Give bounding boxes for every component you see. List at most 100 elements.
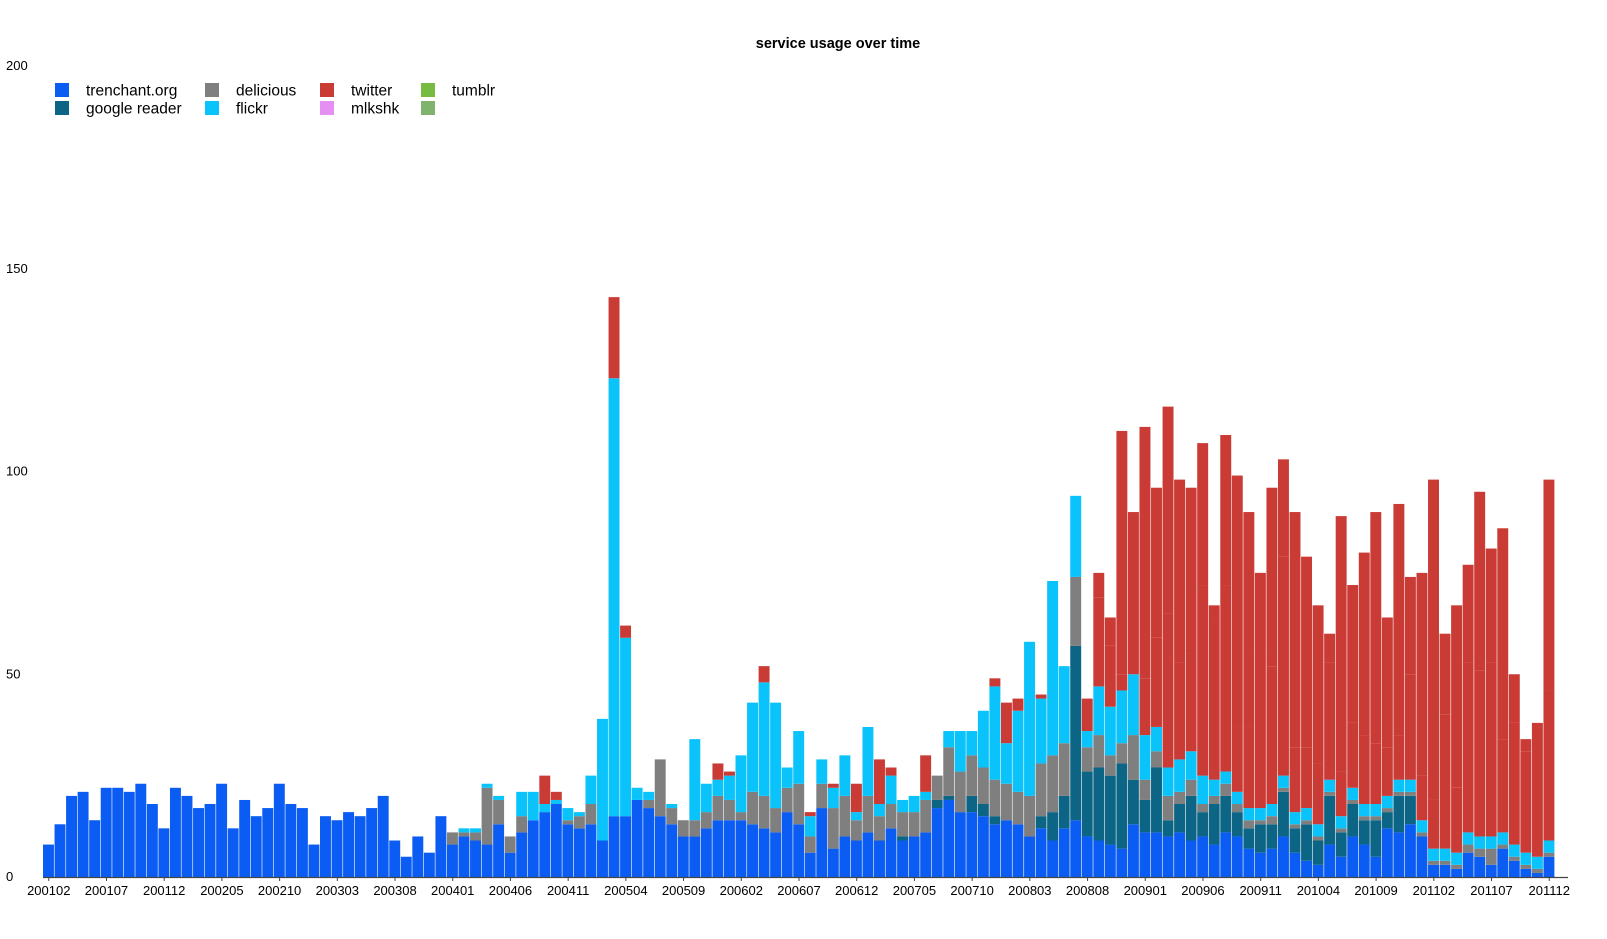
bar-segment	[1151, 637, 1162, 727]
bar-segment	[1347, 787, 1359, 800]
x-tick-label: 200705	[893, 883, 936, 898]
x-tick-label: 200303	[316, 883, 359, 898]
bar-segment	[1520, 864, 1532, 869]
bar-segment	[1277, 836, 1289, 877]
bar-segment	[354, 816, 366, 877]
bar-segment	[1104, 706, 1116, 756]
bar-segment	[1058, 828, 1070, 877]
bar-segment	[1231, 475, 1243, 727]
bar-segment	[908, 812, 920, 837]
bar-segment	[1416, 836, 1428, 877]
bar-segment	[123, 791, 135, 877]
bar-segment	[1474, 836, 1486, 849]
bar-segment	[446, 832, 458, 845]
bar-segment	[850, 820, 862, 841]
bar-segment	[1462, 852, 1474, 877]
bar-segment	[920, 791, 932, 800]
legend-swatch	[421, 101, 435, 115]
bar-segment	[1485, 836, 1497, 849]
bar-segment	[816, 759, 828, 784]
bar-segment	[1116, 763, 1128, 849]
bar-segment	[700, 828, 712, 877]
bar-segment	[781, 812, 793, 877]
bar-segment	[666, 824, 678, 877]
bar-segment	[977, 804, 989, 817]
bar-segment	[550, 804, 562, 877]
bar-segment	[89, 820, 101, 877]
bar-segment	[539, 812, 551, 877]
bar-segment	[1393, 503, 1405, 736]
bar-segment	[562, 820, 574, 825]
bar-segment	[1093, 597, 1105, 687]
bar-segment	[1451, 787, 1463, 853]
bar-segment	[320, 816, 331, 877]
bar-segment	[1116, 430, 1128, 675]
bar-segment	[666, 808, 678, 825]
bar-segment	[631, 799, 643, 877]
bar-segment	[989, 816, 1001, 825]
bar-segment	[1358, 820, 1370, 845]
bar-segment	[1174, 804, 1186, 833]
bar-segment	[643, 791, 655, 800]
bar-segment	[1266, 487, 1278, 667]
bar-segment	[1231, 812, 1243, 837]
bar-segment	[1151, 832, 1162, 877]
bar-segment	[1116, 743, 1128, 764]
bar-segment	[1508, 860, 1520, 877]
bar-segment	[1277, 775, 1289, 788]
bar-segment	[1439, 848, 1451, 861]
bar-segment	[643, 808, 655, 877]
bar-segment	[458, 828, 470, 833]
bar-segment	[1289, 828, 1301, 853]
bar-segment	[885, 828, 897, 877]
bar-segment	[989, 779, 1001, 817]
bar-segment	[1174, 662, 1186, 760]
bar-segment	[308, 844, 320, 877]
bar-segment	[1243, 848, 1255, 877]
bar-segment	[1185, 653, 1197, 752]
x-tick-label: 200308	[373, 883, 416, 898]
bar-segment	[966, 795, 978, 813]
bar-segment	[1301, 747, 1313, 809]
x-tick-label: 200509	[662, 883, 705, 898]
bar-segment	[377, 795, 389, 877]
x-tick-label: 201004	[1297, 883, 1340, 898]
bar-segment	[631, 787, 643, 800]
bar-segment	[1208, 804, 1220, 845]
bar-segment	[1520, 739, 1532, 752]
bar-segment	[1035, 763, 1047, 817]
bar-segment	[897, 812, 909, 837]
bar-segment	[1370, 512, 1382, 744]
bar-segment	[573, 812, 585, 817]
bar-segment	[712, 779, 724, 796]
x-tick-label: 200710	[950, 883, 993, 898]
bar-segment	[1197, 836, 1209, 877]
x-tick-label: 201009	[1354, 883, 1397, 898]
legend-swatch	[205, 83, 219, 97]
bar-segment	[920, 832, 932, 877]
bar-segment	[839, 755, 851, 796]
bar-segment	[458, 836, 470, 877]
bar-segment	[516, 816, 528, 833]
y-tick-label: 150	[6, 261, 28, 276]
bar-segment	[643, 799, 655, 809]
bar-segment	[1185, 795, 1197, 841]
legend-swatch	[205, 101, 219, 115]
bar-segment	[1070, 645, 1082, 821]
bar-segment	[747, 824, 758, 877]
bar-segment	[908, 836, 920, 877]
bar-segment	[1312, 824, 1324, 837]
bar-segment	[585, 775, 597, 805]
bar-segment	[943, 795, 955, 800]
bar-segment	[1312, 763, 1324, 825]
bar-segment	[1266, 824, 1278, 849]
bar-segment	[239, 799, 251, 877]
bar-segment	[654, 816, 666, 877]
bar-segment	[874, 804, 885, 817]
bar-segment	[1127, 824, 1139, 877]
bar-segment	[689, 836, 701, 877]
bar-segment	[1208, 605, 1220, 618]
bar-segment	[1289, 512, 1301, 748]
bar-segment	[1277, 787, 1289, 792]
